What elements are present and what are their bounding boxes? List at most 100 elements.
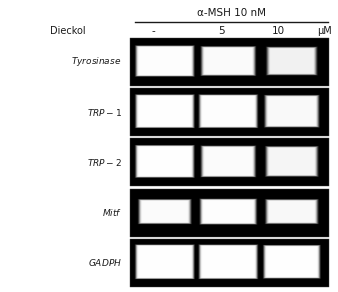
FancyBboxPatch shape [203,47,254,75]
FancyBboxPatch shape [269,48,315,74]
FancyBboxPatch shape [266,96,317,127]
FancyBboxPatch shape [137,245,193,278]
FancyBboxPatch shape [204,48,253,74]
FancyBboxPatch shape [136,95,194,128]
FancyBboxPatch shape [268,201,315,223]
FancyBboxPatch shape [266,146,318,177]
FancyBboxPatch shape [263,245,320,279]
FancyBboxPatch shape [139,147,191,176]
FancyBboxPatch shape [137,146,193,177]
FancyBboxPatch shape [135,244,195,279]
FancyBboxPatch shape [269,148,315,175]
FancyBboxPatch shape [201,199,256,224]
FancyBboxPatch shape [266,47,318,75]
FancyBboxPatch shape [203,47,254,75]
FancyBboxPatch shape [205,147,252,175]
FancyBboxPatch shape [268,97,315,126]
FancyBboxPatch shape [265,199,319,224]
FancyBboxPatch shape [204,147,252,175]
FancyBboxPatch shape [201,246,256,278]
FancyBboxPatch shape [268,147,316,175]
FancyBboxPatch shape [264,246,319,278]
FancyBboxPatch shape [139,246,191,277]
Text: α-MSH 10 nM: α-MSH 10 nM [197,8,266,18]
FancyBboxPatch shape [202,96,255,126]
FancyBboxPatch shape [137,95,193,127]
FancyBboxPatch shape [139,47,191,75]
FancyBboxPatch shape [200,145,257,178]
FancyBboxPatch shape [139,147,191,176]
FancyBboxPatch shape [138,246,192,278]
FancyBboxPatch shape [202,47,255,75]
FancyBboxPatch shape [266,199,318,224]
FancyBboxPatch shape [200,245,257,278]
FancyBboxPatch shape [268,48,316,74]
FancyBboxPatch shape [142,201,188,223]
FancyBboxPatch shape [201,199,256,224]
FancyBboxPatch shape [141,200,189,223]
FancyBboxPatch shape [139,199,191,224]
FancyBboxPatch shape [202,146,255,177]
FancyBboxPatch shape [263,245,321,279]
FancyBboxPatch shape [198,244,259,279]
FancyBboxPatch shape [201,145,256,177]
FancyBboxPatch shape [204,201,253,223]
FancyBboxPatch shape [142,201,188,222]
FancyBboxPatch shape [138,47,192,75]
Text: -: - [152,26,156,36]
FancyBboxPatch shape [199,245,258,279]
FancyBboxPatch shape [135,244,195,279]
FancyBboxPatch shape [199,95,258,128]
FancyBboxPatch shape [137,95,193,127]
FancyBboxPatch shape [205,48,252,74]
FancyBboxPatch shape [267,47,317,75]
FancyBboxPatch shape [199,94,258,128]
FancyBboxPatch shape [265,246,318,278]
FancyBboxPatch shape [201,46,256,76]
FancyBboxPatch shape [203,246,254,277]
FancyBboxPatch shape [135,145,195,178]
Bar [130,189,329,237]
FancyBboxPatch shape [203,200,254,223]
FancyBboxPatch shape [202,47,255,75]
FancyBboxPatch shape [202,246,255,278]
FancyBboxPatch shape [267,96,316,126]
FancyBboxPatch shape [202,200,255,223]
FancyBboxPatch shape [203,96,254,126]
FancyBboxPatch shape [270,48,314,74]
FancyBboxPatch shape [202,96,255,127]
Text: $\it{TRP-2}$: $\it{TRP-2}$ [87,157,122,168]
FancyBboxPatch shape [136,245,194,279]
FancyBboxPatch shape [200,199,257,225]
FancyBboxPatch shape [266,199,317,224]
FancyBboxPatch shape [264,95,319,128]
FancyBboxPatch shape [136,46,194,76]
FancyBboxPatch shape [135,45,195,77]
FancyBboxPatch shape [267,247,316,277]
FancyBboxPatch shape [265,146,318,177]
Bar [130,88,329,136]
FancyBboxPatch shape [136,95,194,128]
Text: $\it{Mitf}$: $\it{Mitf}$ [102,207,122,218]
Bar [130,138,329,186]
FancyBboxPatch shape [135,145,195,178]
FancyBboxPatch shape [139,96,191,126]
FancyBboxPatch shape [265,246,319,278]
Text: μM: μM [317,26,332,36]
FancyBboxPatch shape [137,46,193,76]
FancyBboxPatch shape [264,245,320,278]
FancyBboxPatch shape [137,146,193,177]
FancyBboxPatch shape [136,46,194,77]
FancyBboxPatch shape [136,145,194,177]
Text: 5: 5 [218,26,225,36]
FancyBboxPatch shape [203,147,254,176]
FancyBboxPatch shape [202,146,255,177]
FancyBboxPatch shape [137,46,193,76]
FancyBboxPatch shape [138,96,192,127]
FancyBboxPatch shape [201,95,256,127]
FancyBboxPatch shape [201,246,256,278]
FancyBboxPatch shape [135,94,195,128]
FancyBboxPatch shape [202,246,255,277]
FancyBboxPatch shape [135,94,195,128]
FancyBboxPatch shape [138,199,192,224]
